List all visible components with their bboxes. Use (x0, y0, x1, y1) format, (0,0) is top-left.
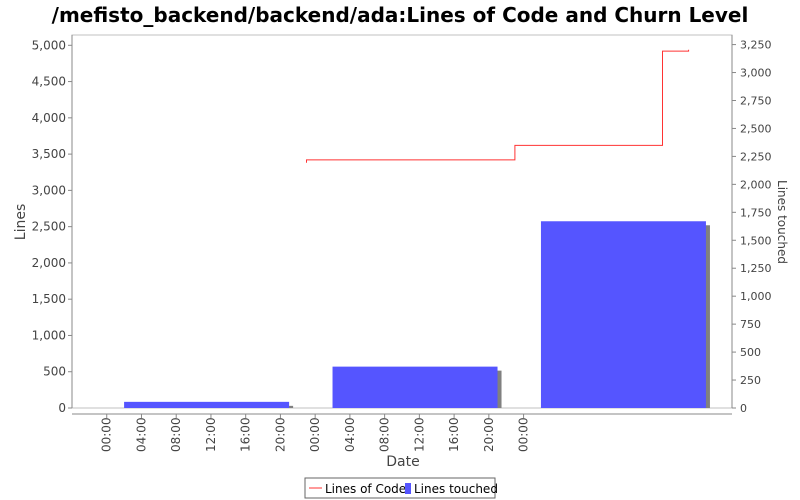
legend-label-lines-touched: Lines touched (414, 482, 498, 496)
bars-layer (124, 221, 710, 408)
x-tick-label: 04:00 (134, 417, 148, 452)
legend: Lines of Code Lines touched (304, 477, 498, 499)
y-axis-label-left: Lines (13, 204, 29, 240)
right-tick-label: 2,500 (740, 122, 772, 135)
x-tick-label: 00:00 (517, 417, 531, 452)
y-axis-label-right: Lines touched (775, 180, 789, 264)
bar-lines-touched (332, 366, 498, 408)
right-tick-label: 500 (740, 346, 761, 359)
left-axis-ticks: 0 500 1,000 1,500 2,000 2,500 3,000 3,500 4,000 4… (32, 38, 72, 415)
left-tick-label: 5,000 (32, 38, 66, 52)
x-tick-label: 08:00 (378, 417, 392, 452)
x-tick-label: 08:00 (169, 417, 183, 452)
x-tick-label: 16:00 (239, 417, 253, 452)
right-tick-label: 2,250 (740, 150, 772, 163)
left-tick-label: 4,500 (32, 75, 66, 89)
x-tick-label: 20:00 (482, 417, 496, 452)
left-tick-label: 500 (43, 365, 66, 379)
x-axis-ticks: 00:00 04:00 08:00 12:00 16:00 20:00 00:00 04:00… (100, 414, 531, 452)
x-tick-label: 00:00 (100, 417, 114, 452)
left-tick-label: 0 (58, 401, 66, 415)
x-tick-label: 20:00 (273, 417, 287, 452)
right-tick-label: 3,250 (740, 39, 772, 52)
right-tick-label: 3,000 (740, 67, 772, 80)
x-tick-label: 04:00 (343, 417, 357, 452)
legend-label-lines-of-code: Lines of Code (325, 482, 406, 496)
bar-lines-touched (124, 401, 290, 408)
right-tick-label: 250 (740, 374, 761, 387)
right-axis-ticks: 0 250 500 750 1,000 1,250 1,500 1,750 2,000 2,250… (732, 39, 772, 415)
x-tick-label: 16:00 (447, 417, 461, 452)
chart-title: /mefisto_backend/backend/ada:Lines of Co… (52, 3, 749, 27)
left-tick-label: 2,000 (32, 256, 66, 270)
right-tick-label: 1,250 (740, 262, 772, 275)
right-tick-label: 1,000 (740, 290, 772, 303)
right-tick-label: 750 (740, 318, 761, 331)
right-tick-label: 1,750 (740, 206, 772, 219)
x-tick-label: 12:00 (204, 417, 218, 452)
x-axis-label: Date (386, 454, 419, 470)
bar-lines-touched (540, 221, 706, 408)
line-lines-of-code (306, 49, 690, 163)
left-tick-label: 2,500 (32, 220, 66, 234)
right-tick-label: 0 (740, 402, 747, 415)
left-tick-label: 3,500 (32, 147, 66, 161)
left-tick-label: 1,500 (32, 292, 66, 306)
x-tick-label: 00:00 (308, 417, 322, 452)
legend-swatch-lines-touched (405, 483, 411, 494)
left-tick-label: 3,000 (32, 183, 66, 197)
legend-box (304, 477, 496, 499)
x-tick-label: 12:00 (412, 417, 426, 452)
right-tick-label: 1,500 (740, 234, 772, 247)
right-tick-label: 2,750 (740, 94, 772, 107)
left-tick-label: 4,000 (32, 111, 66, 125)
right-tick-label: 2,000 (740, 178, 772, 191)
line-layer (306, 49, 690, 163)
left-tick-label: 1,000 (32, 328, 66, 342)
